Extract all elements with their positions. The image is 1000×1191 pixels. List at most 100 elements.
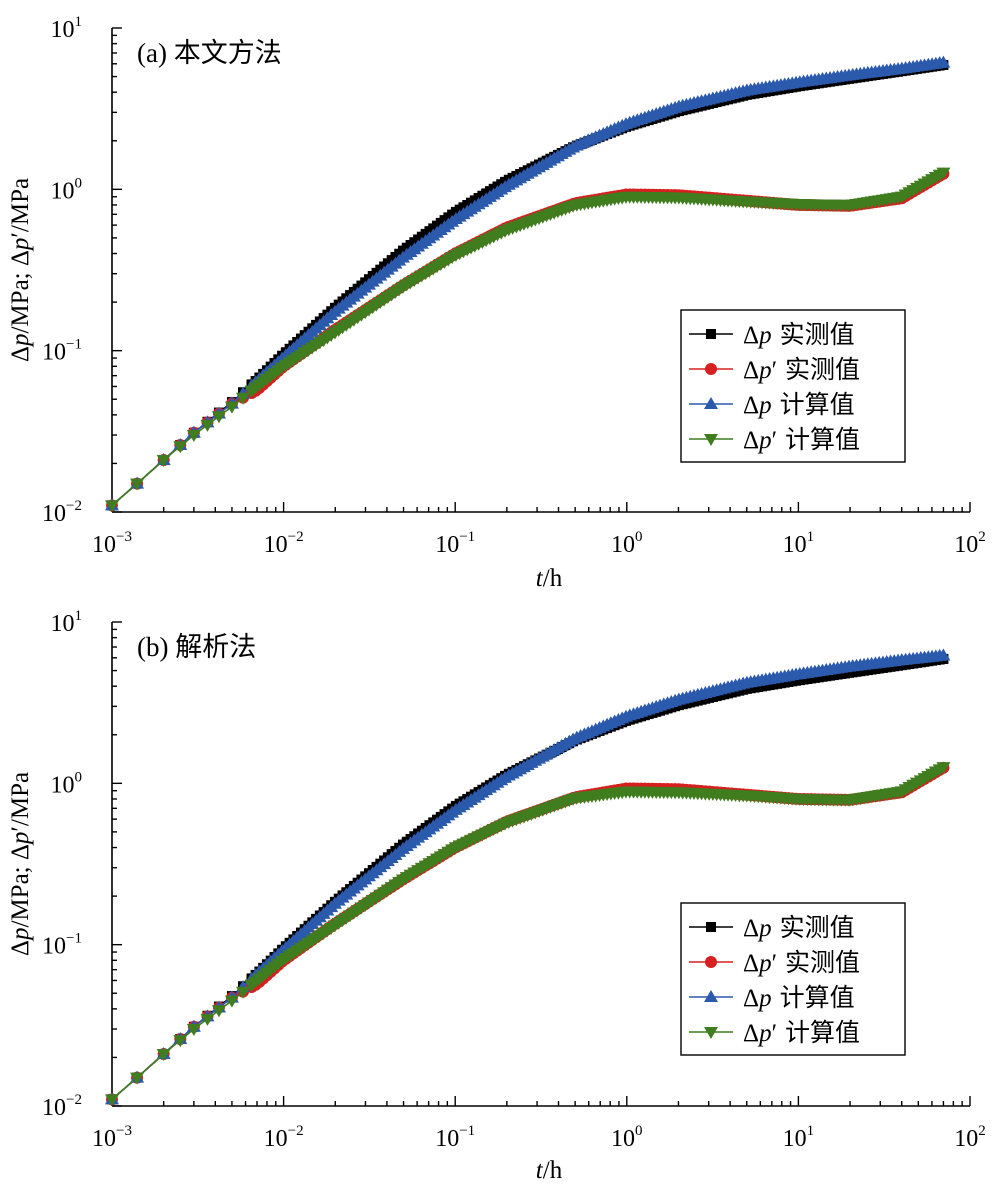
legend-item-0: Δp 实测值 — [689, 321, 855, 349]
chart-panel-a: 10−3 10−2 10−1 100 101 10210−210−1100101t/hΔp… — [7, 14, 986, 592]
data-point — [936, 762, 951, 775]
y-tick-label: 100 — [51, 769, 83, 798]
x-tick-label: 10−1 — [435, 1123, 475, 1152]
data-point — [156, 455, 171, 468]
legend-item-1: Δp′ 实测值 — [689, 356, 860, 384]
x-axis-title: t/h — [536, 1157, 563, 1184]
series-3 — [105, 762, 951, 1107]
y-tick-label-exp: −2 — [66, 1092, 82, 1108]
legend-swatch-marker — [704, 434, 718, 446]
x-tick-label-exp: −3 — [116, 1123, 132, 1139]
x-tick-label-base: 10 — [954, 1126, 978, 1152]
legend-label: Δp′ 计算值 — [743, 426, 860, 454]
legend-item-0: Δp 实测值 — [689, 914, 855, 942]
y-tick-label-exp: −1 — [66, 931, 82, 947]
x-tick-label: 10−2 — [264, 529, 304, 558]
x-tick-label: 100 — [611, 1123, 643, 1152]
y-tick-label: 10−1 — [42, 931, 82, 960]
data-point — [224, 995, 239, 1008]
y-tick-label-exp: 0 — [75, 769, 83, 785]
y-tick-label-base: 10 — [42, 501, 66, 527]
y-tick-label: 10−2 — [42, 1092, 82, 1121]
x-tick-label: 10−2 — [264, 1123, 304, 1152]
legend-label: Δp′ 计算值 — [743, 1019, 860, 1047]
y-tick-label: 100 — [51, 175, 83, 204]
panel-label: (a) 本文方法 — [137, 38, 282, 68]
x-tick-label-exp: −3 — [116, 529, 132, 545]
chart-panel-b: 10−3 10−2 10−1 100 101 10210−210−1100101t/hΔp… — [7, 608, 986, 1184]
x-tick-label-base: 10 — [435, 532, 459, 558]
y-tick-label-base: 10 — [42, 934, 66, 960]
legend-item-2: Δp 计算值 — [689, 984, 855, 1012]
data-point — [224, 401, 239, 414]
y-tick-label-exp: 1 — [75, 14, 83, 30]
x-tick-label-exp: 0 — [635, 529, 643, 545]
y-tick-label: 101 — [51, 14, 83, 43]
x-tick-label-base: 10 — [92, 532, 116, 558]
data-point — [211, 1005, 226, 1018]
legend-label: Δp 实测值 — [743, 914, 855, 942]
data-point — [211, 411, 226, 424]
legend-item-3: Δp′ 计算值 — [689, 426, 860, 454]
x-tick-label-exp: 1 — [807, 1123, 815, 1139]
data-point — [186, 430, 201, 443]
panel-label: (b) 解析法 — [137, 632, 256, 662]
x-tick-label-exp: 2 — [978, 1123, 986, 1139]
x-tick-label: 10−1 — [435, 529, 475, 558]
y-tick-label: 10−2 — [42, 498, 82, 527]
x-tick-label-exp: 0 — [635, 1123, 643, 1139]
x-tick-label-base: 10 — [611, 532, 635, 558]
series-3 — [105, 167, 951, 513]
data-point — [200, 1013, 215, 1026]
legend-swatch-marker — [706, 329, 716, 339]
legend-label: Δp 计算值 — [743, 984, 855, 1012]
data-point — [200, 419, 215, 432]
data-point — [173, 1035, 188, 1048]
y-tick-label-base: 10 — [42, 340, 66, 366]
y-tick-label-base: 10 — [51, 772, 75, 798]
x-tick-label-exp: 1 — [807, 529, 815, 545]
data-point — [186, 1024, 201, 1037]
legend-item-1: Δp′ 实测值 — [689, 949, 860, 977]
data-point — [236, 986, 251, 999]
x-tick-label: 10−3 — [92, 1123, 132, 1152]
data-point — [105, 500, 119, 513]
y-tick-label: 10−1 — [42, 337, 82, 366]
legend-label: Δp 实测值 — [743, 321, 855, 349]
x-tick-label: 100 — [611, 529, 643, 558]
x-tick-label-base: 10 — [435, 1126, 459, 1152]
data-point — [936, 167, 951, 180]
legend-swatch-marker — [705, 956, 717, 968]
legend-label: Δp′ 实测值 — [743, 356, 860, 384]
x-tick-label: 102 — [954, 1123, 986, 1152]
legend: Δp 实测值 Δp′ 实测值 Δp 计算值 Δp′ 计算值 — [680, 309, 906, 463]
y-tick-label-base: 10 — [42, 1095, 66, 1121]
x-tick-label-base: 10 — [92, 1126, 116, 1152]
x-tick-label-base: 10 — [783, 1126, 807, 1152]
legend-label: Δp′ 实测值 — [743, 949, 860, 977]
y-axis-title: Δp/MPa; Δp′/MPa — [7, 772, 34, 956]
y-tick-label-base: 10 — [51, 17, 75, 43]
legend-item-2: Δp 计算值 — [689, 391, 855, 419]
y-axis-title: Δp/MPa; Δp′/MPa — [7, 178, 34, 362]
data-point — [936, 55, 951, 68]
data-point — [130, 478, 145, 491]
y-tick-label-base: 10 — [51, 611, 75, 637]
legend-item-3: Δp′ 计算值 — [689, 1019, 860, 1047]
x-tick-label-exp: −1 — [459, 529, 475, 545]
x-tick-label-exp: −2 — [288, 1123, 304, 1139]
legend-swatch-marker — [705, 363, 717, 375]
x-tick-label-exp: 2 — [978, 529, 986, 545]
data-point — [936, 648, 951, 661]
x-tick-label-exp: −2 — [288, 529, 304, 545]
y-tick-label-exp: −2 — [66, 498, 82, 514]
x-tick-label-base: 10 — [954, 532, 978, 558]
y-tick-label-exp: 1 — [75, 608, 83, 624]
data-point — [173, 441, 188, 454]
data-point — [236, 392, 251, 405]
x-axis-title: t/h — [536, 565, 563, 592]
x-tick-label-base: 10 — [611, 1126, 635, 1152]
legend-swatch-marker — [704, 397, 718, 409]
legend-swatch-marker — [704, 1027, 718, 1039]
